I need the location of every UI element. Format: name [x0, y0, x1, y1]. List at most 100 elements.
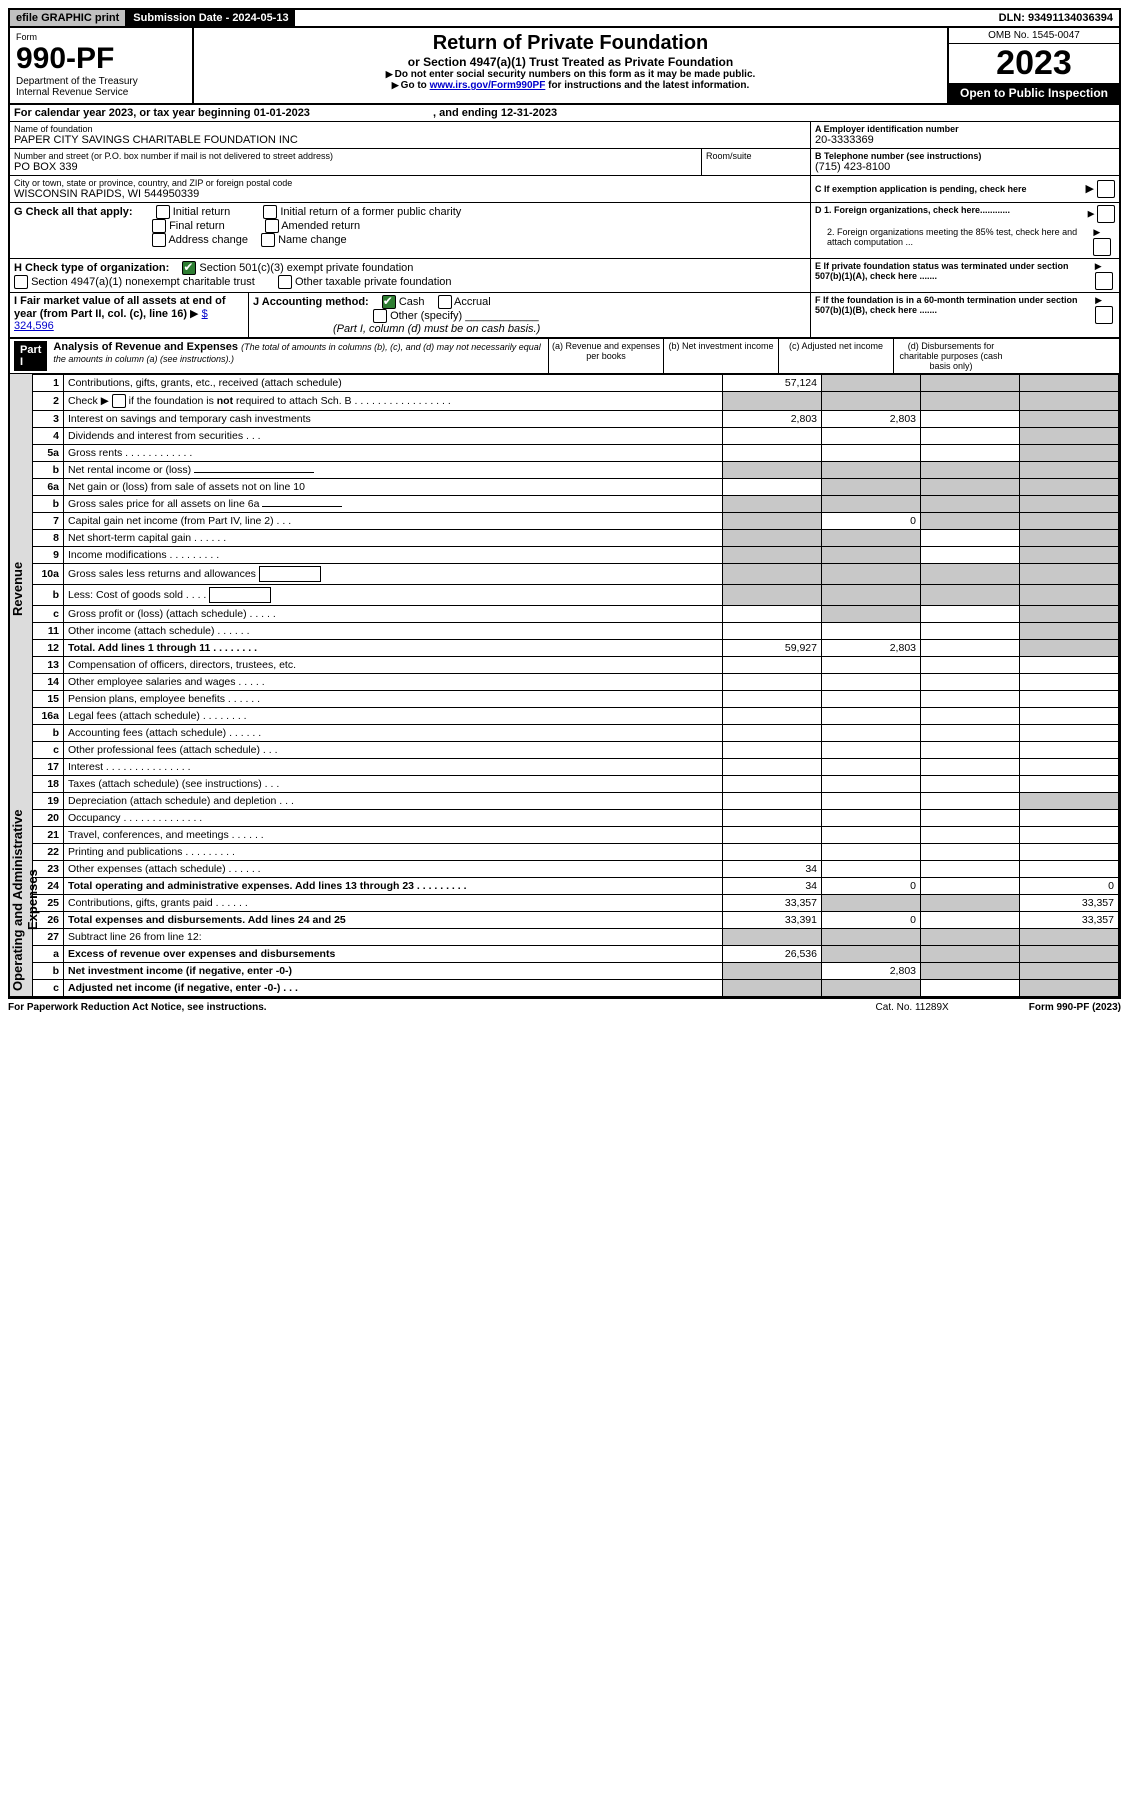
- table-row: 19Depreciation (attach schedule) and dep…: [33, 793, 1119, 810]
- col-a: (a) Revenue and expenses per books: [548, 339, 663, 373]
- table-row: 12Total. Add lines 1 through 11 . . . . …: [33, 640, 1119, 657]
- table-row: 15Pension plans, employee benefits . . .…: [33, 691, 1119, 708]
- table-row: aExcess of revenue over expenses and dis…: [33, 946, 1119, 963]
- top-bar: efile GRAPHIC print Submission Date - 20…: [8, 8, 1121, 28]
- side-revenue: Revenue: [10, 374, 32, 804]
- table-row: 1Contributions, gifts, grants, etc., rec…: [33, 375, 1119, 392]
- table-row: 23Other expenses (attach schedule) . . .…: [33, 861, 1119, 878]
- table-row: 4Dividends and interest from securities …: [33, 428, 1119, 445]
- table-row: cAdjusted net income (if negative, enter…: [33, 980, 1119, 997]
- instr-link-line: Go to www.irs.gov/Form990PF for instruct…: [198, 80, 943, 91]
- table-row: bAccounting fees (attach schedule) . . .…: [33, 725, 1119, 742]
- form-word: Form: [16, 32, 186, 42]
- table-row: 6aNet gain or (loss) from sale of assets…: [33, 479, 1119, 496]
- table-row: 13Compensation of officers, directors, t…: [33, 657, 1119, 674]
- h-4947[interactable]: [14, 275, 28, 289]
- table-row: 16aLegal fees (attach schedule) . . . . …: [33, 708, 1119, 725]
- table-row: 20Occupancy . . . . . . . . . . . . . .: [33, 810, 1119, 827]
- cat-no: Cat. No. 11289X: [876, 1002, 949, 1013]
- form-number: 990-PF: [16, 42, 186, 76]
- c-label: C If exemption application is pending, c…: [815, 184, 1027, 194]
- table-row: 3Interest on savings and temporary cash …: [33, 411, 1119, 428]
- table-row: 18Taxes (attach schedule) (see instructi…: [33, 776, 1119, 793]
- col-c: (c) Adjusted net income: [778, 339, 893, 373]
- c-checkbox[interactable]: [1097, 180, 1115, 198]
- omb-number: OMB No. 1545-0047: [949, 28, 1119, 44]
- city-label: City or town, state or province, country…: [14, 178, 806, 188]
- table-row: bNet investment income (if negative, ent…: [33, 963, 1119, 980]
- table-row: bLess: Cost of goods sold . . . .: [33, 585, 1119, 606]
- form-header: Form 990-PF Department of the Treasury I…: [8, 28, 1121, 105]
- g-initial-former[interactable]: [263, 205, 277, 219]
- form-ref: Form 990-PF (2023): [1029, 1002, 1121, 1013]
- col-b: (b) Net investment income: [663, 339, 778, 373]
- table-row: 22Printing and publications . . . . . . …: [33, 844, 1119, 861]
- table-row: 27Subtract line 26 from line 12:: [33, 929, 1119, 946]
- g-amended[interactable]: [265, 219, 279, 233]
- part-i-grid: Revenue Operating and Administrative Exp…: [8, 374, 1121, 999]
- table-row: bNet rental income or (loss): [33, 462, 1119, 479]
- h-other-taxable[interactable]: [278, 275, 292, 289]
- calendar-year-row: For calendar year 2023, or tax year begi…: [8, 105, 1121, 122]
- h-label: H Check type of organization:: [14, 262, 169, 274]
- address-value: PO BOX 339: [14, 161, 697, 173]
- table-row: cOther professional fees (attach schedul…: [33, 742, 1119, 759]
- d2-label: 2. Foreign organizations meeting the 85%…: [815, 227, 1093, 256]
- h-e-row: H Check type of organization: Section 50…: [8, 259, 1121, 293]
- d2-checkbox[interactable]: [1093, 238, 1111, 256]
- table-row: 10aGross sales less returns and allowanc…: [33, 564, 1119, 585]
- analysis-table: 1Contributions, gifts, grants, etc., rec…: [32, 374, 1119, 997]
- irs-link[interactable]: www.irs.gov/Form990PF: [430, 80, 546, 91]
- g-final[interactable]: [152, 219, 166, 233]
- f-label: F If the foundation is in a 60-month ter…: [815, 295, 1095, 335]
- pra-notice: For Paperwork Reduction Act Notice, see …: [8, 1002, 267, 1013]
- table-row: 17Interest . . . . . . . . . . . . . . .: [33, 759, 1119, 776]
- table-row: 7Capital gain net income (from Part IV, …: [33, 513, 1119, 530]
- phone-label: B Telephone number (see instructions): [815, 151, 1115, 161]
- schb-checkbox[interactable]: [112, 394, 126, 408]
- submission-date: Submission Date - 2024-05-13: [127, 10, 294, 26]
- g-name[interactable]: [261, 233, 275, 247]
- f-checkbox[interactable]: [1095, 306, 1113, 324]
- i-label: I Fair market value of all assets at end…: [14, 295, 226, 320]
- part-i-tag: Part I: [14, 341, 47, 371]
- table-row: 11Other income (attach schedule) . . . .…: [33, 623, 1119, 640]
- part-i-header: Part I Analysis of Revenue and Expenses …: [8, 339, 1121, 374]
- city-exemption-row: City or town, state or province, country…: [8, 176, 1121, 203]
- j-note: (Part I, column (d) must be on cash basi…: [333, 323, 540, 335]
- j-other[interactable]: [373, 309, 387, 323]
- table-row: 24Total operating and administrative exp…: [33, 878, 1119, 895]
- g-initial[interactable]: [156, 205, 170, 219]
- efile-print-button[interactable]: efile GRAPHIC print: [10, 10, 127, 26]
- form-title: Return of Private Foundation: [198, 32, 943, 55]
- d1-checkbox[interactable]: [1097, 205, 1115, 223]
- city-value: WISCONSIN RAPIDS, WI 544950339: [14, 188, 806, 200]
- name-label: Name of foundation: [14, 124, 806, 134]
- e-checkbox[interactable]: [1095, 272, 1113, 290]
- foundation-name: PAPER CITY SAVINGS CHARITABLE FOUNDATION…: [14, 134, 806, 146]
- i-j-f-row: I Fair market value of all assets at end…: [8, 293, 1121, 339]
- h-501c3[interactable]: [182, 261, 196, 275]
- g-address[interactable]: [152, 233, 166, 247]
- table-row: 5aGross rents . . . . . . . . . . . .: [33, 445, 1119, 462]
- instr-ssn: Do not enter social security numbers on …: [198, 69, 943, 80]
- irs: Internal Revenue Service: [16, 87, 186, 98]
- name-ein-row: Name of foundation PAPER CITY SAVINGS CH…: [8, 122, 1121, 149]
- ein-value: 20-3333369: [815, 134, 1115, 146]
- j-accrual[interactable]: [438, 295, 452, 309]
- form-subtitle: or Section 4947(a)(1) Trust Treated as P…: [198, 55, 943, 69]
- dept-treasury: Department of the Treasury: [16, 76, 186, 87]
- j-cash[interactable]: [382, 295, 396, 309]
- address-phone-row: Number and street (or P.O. box number if…: [8, 149, 1121, 176]
- tax-year: 2023: [949, 44, 1119, 83]
- ein-label: A Employer identification number: [815, 124, 1115, 134]
- phone-value: (715) 423-8100: [815, 161, 1115, 173]
- g-d-row: G Check all that apply: Initial return I…: [8, 203, 1121, 259]
- table-row: 14Other employee salaries and wages . . …: [33, 674, 1119, 691]
- side-expenses: Operating and Administrative Expenses: [10, 804, 32, 997]
- table-row: 25Contributions, gifts, grants paid . . …: [33, 895, 1119, 912]
- open-public: Open to Public Inspection: [949, 83, 1119, 103]
- table-row: 26Total expenses and disbursements. Add …: [33, 912, 1119, 929]
- table-row: 8Net short-term capital gain . . . . . .: [33, 530, 1119, 547]
- part-i-title: Analysis of Revenue and Expenses: [53, 341, 238, 353]
